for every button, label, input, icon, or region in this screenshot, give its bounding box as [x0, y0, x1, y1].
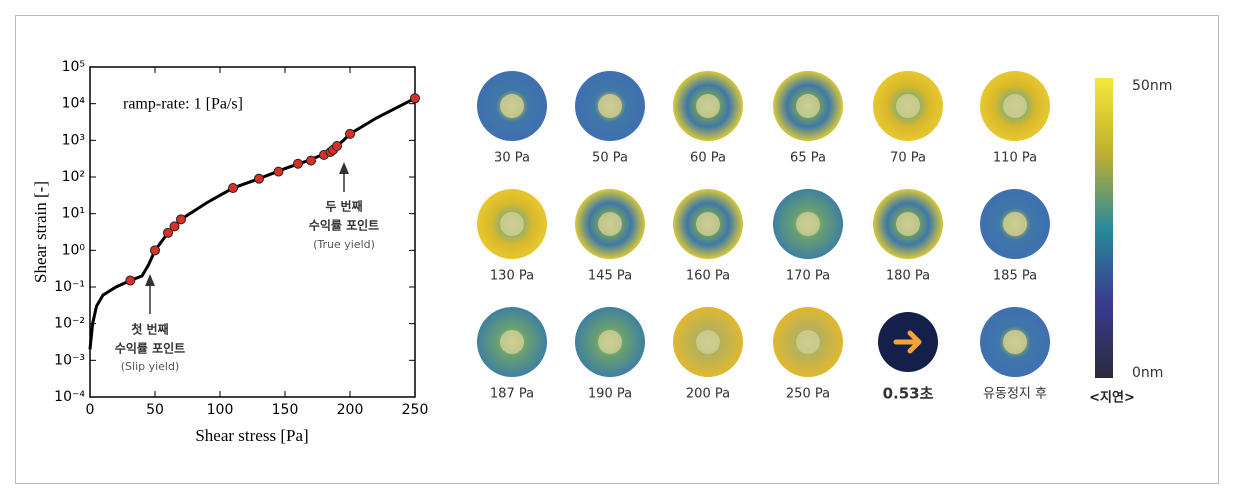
- sample-core: [500, 330, 524, 354]
- y-tick-label: 10⁻⁴: [54, 389, 85, 405]
- panel-label: 50 Pa: [592, 151, 628, 166]
- annotation: (True yield): [313, 238, 375, 251]
- panel-label: 250 Pa: [786, 387, 830, 402]
- data-point: [170, 222, 179, 231]
- panel-label: 145 Pa: [588, 269, 632, 284]
- panel-label: 190 Pa: [588, 387, 632, 402]
- panel-label: 110 Pa: [993, 151, 1037, 166]
- y-tick-label: 10⁻³: [54, 352, 85, 368]
- annotation: (Slip yield): [121, 360, 180, 373]
- panel-label: 185 Pa: [993, 269, 1037, 284]
- data-point: [126, 276, 135, 285]
- x-tick-label: 250: [402, 402, 429, 418]
- figure: Shear stress [Pa] Shear strain [-] ramp-…: [0, 0, 1234, 499]
- y-tick-label: 10³: [62, 132, 85, 148]
- y-tick-label: 10⁴: [62, 96, 86, 112]
- x-tick-label: 200: [337, 402, 364, 418]
- panel-label: 187 Pa: [490, 387, 534, 402]
- data-point: [294, 159, 303, 168]
- sample-core: [1003, 212, 1027, 236]
- panel-label: 60 Pa: [690, 151, 726, 166]
- panel-label: 130 Pa: [490, 269, 534, 284]
- sample-core: [696, 212, 720, 236]
- data-point: [229, 184, 238, 193]
- panel-label: 유동정지 후: [983, 387, 1047, 402]
- x-tick-label: 100: [207, 402, 234, 418]
- y-tick-label: 10⁰: [62, 242, 86, 258]
- panel-label: 0.53초: [883, 385, 934, 403]
- colorbar-label: 50nm: [1132, 78, 1172, 94]
- x-tick-label: 150: [272, 402, 299, 418]
- panel-label: 200 Pa: [686, 387, 730, 402]
- annotation: 두 번째: [325, 199, 362, 214]
- y-tick-label: 10⁻¹: [54, 279, 85, 295]
- annotation: 수익률 포인트: [115, 341, 185, 356]
- y-tick-label: 10⁵: [62, 59, 85, 75]
- colorbar-title: <지연>: [1089, 391, 1135, 406]
- annotation: 첫 번째: [131, 322, 168, 337]
- data-point: [307, 156, 316, 165]
- sample-core: [696, 330, 720, 354]
- data-point: [255, 174, 264, 183]
- x-tick-label: 50: [146, 402, 164, 418]
- sample-core: [896, 212, 920, 236]
- sample-core: [796, 94, 820, 118]
- y-tick-label: 10²: [62, 169, 85, 185]
- y-tick-label: 10¹: [62, 206, 85, 222]
- data-point: [411, 94, 420, 103]
- sample-core: [696, 94, 720, 118]
- x-tick-label: 0: [86, 402, 95, 418]
- sample-core: [796, 330, 820, 354]
- data-point: [333, 142, 342, 151]
- panel-label: 170 Pa: [786, 269, 830, 284]
- sample-core: [896, 94, 920, 118]
- data-point: [346, 129, 355, 138]
- y-axis-label: Shear strain [-]: [31, 181, 50, 283]
- colorbar-label: 0nm: [1132, 365, 1163, 381]
- sample-core: [598, 94, 622, 118]
- sample-core: [500, 212, 524, 236]
- panel-label: 65 Pa: [790, 151, 826, 166]
- data-point: [177, 215, 186, 224]
- sample-core: [1003, 94, 1027, 118]
- panel-label: 160 Pa: [686, 269, 730, 284]
- panel-label: 180 Pa: [886, 269, 930, 284]
- panel-label: 30 Pa: [494, 151, 530, 166]
- x-axis-label: Shear stress [Pa]: [195, 426, 308, 445]
- sample-core: [1003, 330, 1027, 354]
- annotation: 수익률 포인트: [309, 218, 379, 233]
- sample-core: [796, 212, 820, 236]
- data-point: [151, 246, 160, 255]
- sample-core: [598, 330, 622, 354]
- y-tick-label: 10⁻²: [54, 316, 85, 332]
- panel-label: 70 Pa: [890, 151, 926, 166]
- sample-core: [500, 94, 524, 118]
- colorbar: [1095, 78, 1113, 378]
- sample-core: [598, 212, 622, 236]
- data-point: [274, 167, 283, 176]
- annotation: ramp-rate: 1 [Pa/s]: [123, 96, 243, 113]
